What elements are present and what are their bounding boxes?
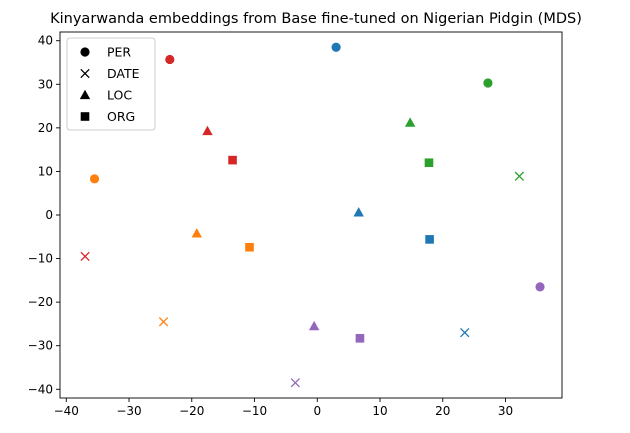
legend-label-org: ORG (107, 109, 135, 124)
data-point-loc-blue (353, 207, 364, 217)
legend-marker-org (80, 112, 90, 121)
data-point-loc-red (202, 125, 213, 136)
legend: PER DATE LOC ORG (66, 37, 156, 131)
y-tick-label: 40 (38, 34, 53, 48)
legend-box (66, 37, 156, 131)
y-tick-label: 20 (38, 121, 53, 135)
axes: −40 −30 −20 −10 0 10 20 30 −40 −30 −20 −10 0 10 20 30 40 (28, 31, 563, 418)
data-point-per-red (165, 54, 175, 65)
data-point-org-red (228, 155, 237, 165)
data-point-org-blue (425, 235, 434, 244)
legend-marker-date (80, 68, 90, 79)
data-point-date-red (80, 251, 90, 262)
x-tick-label: 10 (372, 404, 387, 418)
data-point-per-green (483, 78, 493, 88)
data-point-per-purple (535, 282, 545, 292)
y-tick-label: 30 (38, 77, 53, 91)
x-tick-label: −20 (179, 404, 204, 418)
data-point-org-purple (355, 334, 365, 343)
data-point-per-orange (89, 174, 100, 184)
y-tick-label: −30 (28, 339, 53, 353)
data-point-date-orange (158, 317, 169, 327)
data-point-org-green (424, 158, 434, 168)
data-point-per-blue (331, 42, 341, 52)
x-tick-label: 0 (313, 404, 321, 418)
data-point-loc-orange (191, 228, 202, 238)
y-tick-label: 0 (45, 208, 53, 222)
x-tick-label: 20 (435, 404, 450, 418)
legend-marker-loc (79, 89, 91, 100)
legend-label-loc: LOC (107, 88, 132, 103)
y-tick-label: −10 (28, 252, 53, 266)
legend-label-per: PER (107, 45, 131, 60)
data-point-org-orange (245, 242, 254, 252)
x-tick-label: −10 (242, 404, 267, 418)
data-point-loc-purple (308, 320, 320, 331)
x-tick-label: −40 (54, 404, 79, 418)
legend-marker-per (80, 47, 90, 57)
x-tick-label: 30 (498, 404, 513, 418)
data-points (80, 42, 545, 388)
data-point-date-green (514, 171, 524, 181)
x-tick-label: −30 (116, 404, 141, 418)
y-tick-label: −40 (28, 382, 53, 396)
data-point-date-purple (290, 378, 300, 388)
data-point-loc-green (404, 117, 416, 127)
data-point-date-blue (460, 327, 470, 338)
y-tick-label: 10 (38, 164, 53, 178)
y-tick-label: −20 (28, 295, 53, 309)
legend-label-date: DATE (107, 66, 140, 81)
chart-title: Kinyarwanda embeddings from Base fine-tu… (50, 11, 582, 27)
